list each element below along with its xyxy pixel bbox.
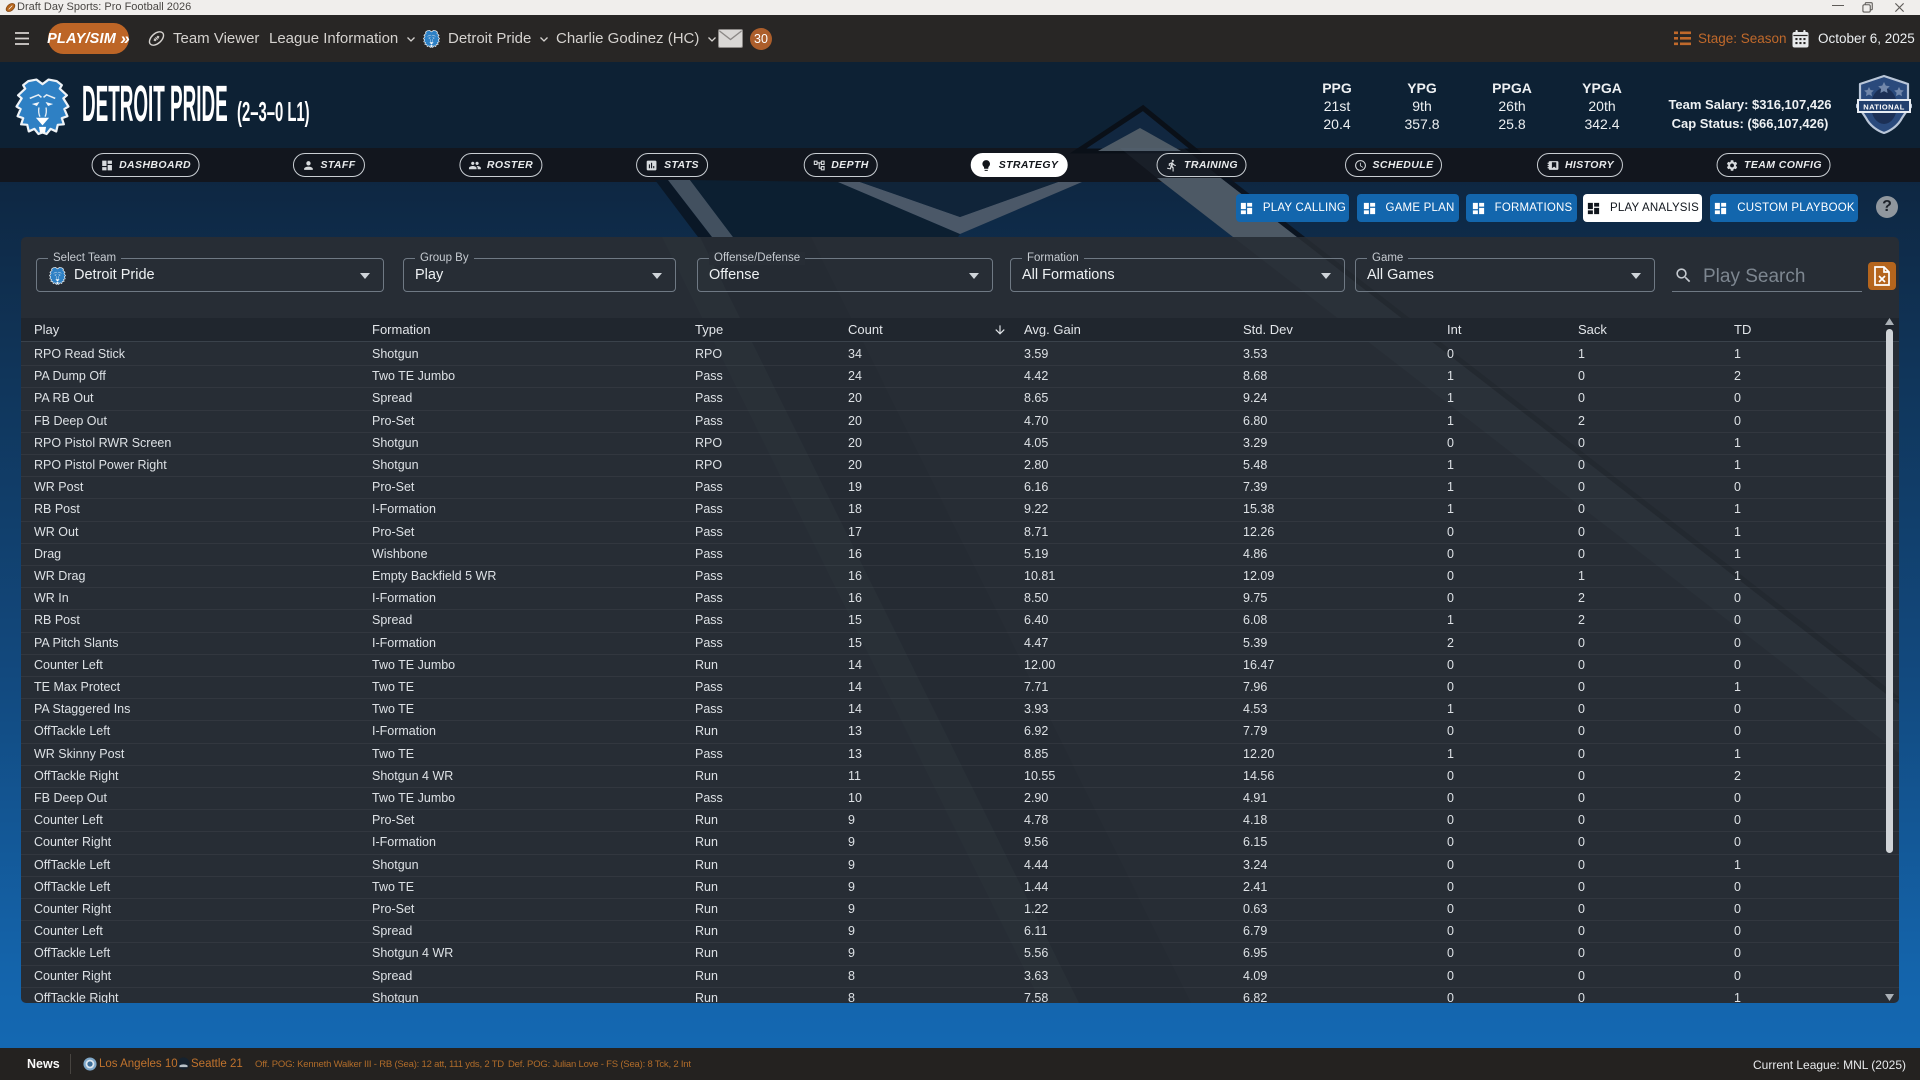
svg-text:NATIONAL: NATIONAL (1863, 103, 1904, 112)
